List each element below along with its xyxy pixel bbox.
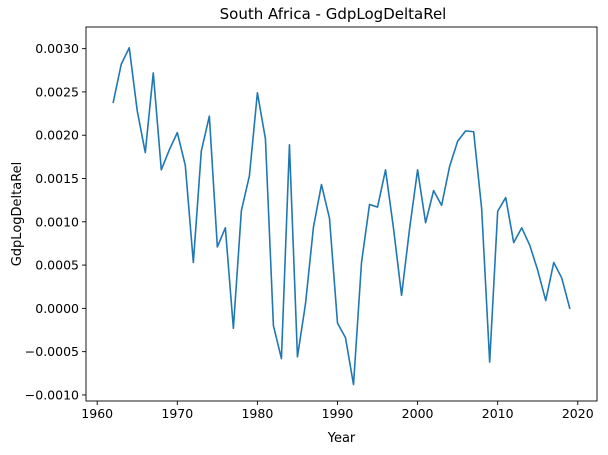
y-tick-label: 0.0010	[35, 214, 79, 229]
plot-frame	[85, 26, 598, 402]
y-tick-label: 0.0020	[35, 128, 79, 143]
x-tick-label: 2010	[482, 406, 514, 421]
y-tick-label: −0.0010	[25, 387, 79, 402]
x-tick-label: 1970	[161, 406, 193, 421]
y-tick-label: 0.0015	[35, 171, 79, 186]
x-tick-label: 1980	[241, 406, 273, 421]
y-tick-label: 0.0005	[35, 258, 79, 273]
y-tick-label: 0.0025	[35, 84, 79, 99]
x-axis-label: Year	[327, 431, 356, 446]
x-tick-label: 1990	[322, 406, 354, 421]
chart-title: South Africa - GdpLogDeltaRel	[220, 5, 447, 23]
x-axis-ticks: 1960 1970 1980 1990 2000 2010 2020	[81, 401, 594, 421]
y-tick-label: 0.0000	[35, 301, 79, 316]
y-axis-ticks: −0.0010 −0.0005 0.0000 0.0005 0.0010 0.0015 0.…	[25, 41, 86, 402]
x-tick-label: 2020	[562, 406, 594, 421]
series-line-group	[112, 46, 571, 386]
y-tick-label: 0.0030	[35, 41, 79, 56]
x-tick-label: 1960	[81, 406, 113, 421]
x-tick-label: 2000	[402, 406, 434, 421]
y-tick-label: −0.0005	[25, 344, 79, 359]
series-line-0	[112, 46, 571, 386]
y-axis-label: GdpLogDeltaRel	[10, 162, 25, 267]
